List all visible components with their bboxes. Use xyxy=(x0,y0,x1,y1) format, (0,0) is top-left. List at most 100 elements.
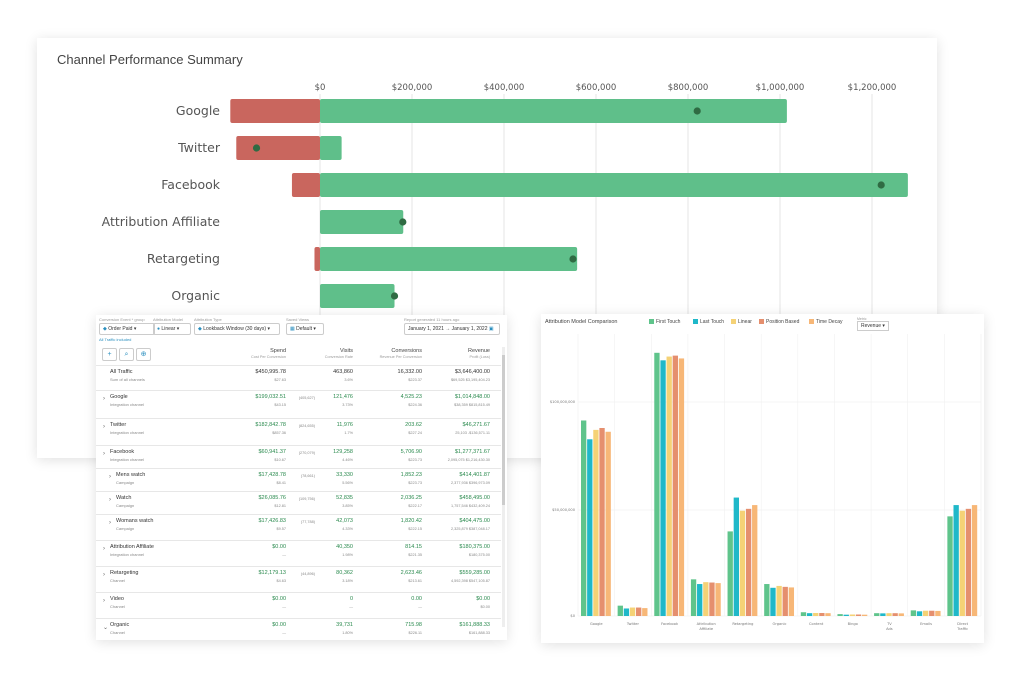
conversions-cell: 0.00 xyxy=(411,596,422,602)
category-label: Organic xyxy=(171,288,220,303)
legend-swatch xyxy=(809,319,814,324)
search-icon[interactable]: ⌕ xyxy=(119,348,134,361)
visits-cell: 33,330 xyxy=(336,472,353,478)
expand-chevron-icon[interactable]: › xyxy=(103,424,105,430)
conversion-rate: 3.6% xyxy=(344,378,353,382)
table-row[interactable]: › Watch Campaign $26,085.76 $12.81 (109,756) 5… xyxy=(96,491,501,515)
category-label: Attribution Affiliate xyxy=(102,214,221,229)
row-name: Video xyxy=(110,596,124,602)
visits-delta: (44,896) xyxy=(300,572,315,576)
revenue-per-conversion: $222.15 xyxy=(408,527,422,531)
attribution-bar xyxy=(843,614,849,616)
conversions-cell: 1,852.23 xyxy=(400,472,422,478)
attribution-title: Attribution Model Comparison xyxy=(545,319,618,325)
revenue-cell: $559,285.00 xyxy=(459,570,490,576)
add-icon[interactable]: + xyxy=(102,348,117,361)
negative-bar xyxy=(291,173,320,197)
table-row[interactable]: › Mens watch Campaign $17,428.78 $8.41 (78,66… xyxy=(96,468,501,492)
table-row[interactable]: › Twitter Integration channel $182,842.78 $8… xyxy=(96,418,501,442)
table-row[interactable]: All Traffic Sum of all channels $450,995.7… xyxy=(96,365,501,389)
attribution-type-control[interactable]: Attribution Type ◆ Lookback Window (30 d… xyxy=(194,317,280,335)
visits-cell: 129,258 xyxy=(333,449,353,455)
value-marker xyxy=(390,292,399,300)
expand-icon[interactable]: ⊕ xyxy=(136,348,151,361)
conversions-cell: 5,706.90 xyxy=(400,449,422,455)
revenue-per-conversion: $213.61 xyxy=(408,579,422,583)
col-visits[interactable]: Visits Conversion Rate xyxy=(324,348,353,359)
row-type: Integration channel xyxy=(110,552,145,557)
legend-item[interactable]: Time Decay xyxy=(809,319,843,325)
attribution-bar xyxy=(788,587,795,616)
table-row[interactable]: › Retargeting Channel $12,179.13 $4.63 (44,89… xyxy=(96,566,501,590)
table-row[interactable]: › Video Channel $0.00 — 0 — 0.00 — $0.00 $0.00 xyxy=(96,592,501,616)
table-row[interactable]: ⌄ Organic Channel $0.00 — 39,731 1.80% 715.98 $2… xyxy=(96,618,501,642)
x-category-label: Facebook xyxy=(661,622,679,626)
expand-chevron-icon[interactable]: › xyxy=(103,396,105,402)
legend-item[interactable]: Position Based xyxy=(759,319,799,325)
attribution-bar xyxy=(959,510,965,616)
x-category-label: Attribution xyxy=(697,622,716,626)
attribution-bar xyxy=(855,614,862,616)
revenue-per-conversion: $223.73 xyxy=(408,481,422,485)
attribution-bar xyxy=(953,505,959,616)
expand-chevron-icon[interactable]: › xyxy=(109,497,111,503)
visits-delta: (78,661) xyxy=(300,474,315,478)
legend-item[interactable]: First Touch xyxy=(649,319,680,325)
spend-cell: $0.00 xyxy=(272,596,286,602)
row-name: Facebook xyxy=(110,449,135,455)
attribution-bar xyxy=(690,579,697,616)
legend-item[interactable]: Linear xyxy=(731,319,752,325)
attribution-bar xyxy=(642,608,648,616)
row-type: Integration channel xyxy=(110,430,145,435)
cost-per-conversion: $27.63 xyxy=(274,378,286,382)
attribution-bar xyxy=(654,352,660,616)
profit-loss: $161,888.33 xyxy=(468,631,490,635)
row-name: Watch xyxy=(116,495,132,501)
positive-bar xyxy=(320,173,908,197)
spend-cell: $26,085.76 xyxy=(258,495,286,501)
profit-loss: $0.00 xyxy=(480,605,490,609)
attribution-model-control[interactable]: Attribution Model ● Linear ▾ xyxy=(153,317,191,335)
conversion-rate: 3.85% xyxy=(342,504,353,508)
category-label: Google xyxy=(176,103,220,118)
legend-item[interactable]: Last Touch xyxy=(693,319,724,325)
date-range-control[interactable]: Report generated 11 hours ago January 1,… xyxy=(404,317,500,335)
expand-chevron-icon[interactable]: › xyxy=(103,598,105,604)
attribution-bar xyxy=(825,613,831,616)
row-type: Channel xyxy=(110,604,125,609)
saved-views-control[interactable]: Saved Views ▦ Default ▾ xyxy=(286,317,324,335)
expand-chevron-icon[interactable]: › xyxy=(103,546,105,552)
cost-per-conversion: — xyxy=(282,631,286,635)
col-revenue[interactable]: Revenue Profit (Loss) xyxy=(467,348,490,359)
metric-select[interactable]: Metric Revenue ▾ xyxy=(857,317,889,331)
conversion-event-control[interactable]: Conversion Event * group ◆ Order Paid ▾ xyxy=(99,317,155,335)
expand-chevron-icon[interactable]: › xyxy=(103,572,105,578)
visits-cell: 42,073 xyxy=(336,518,353,524)
col-conversions[interactable]: Conversions Revenue Per Conversion xyxy=(379,348,422,359)
expand-chevron-icon[interactable]: › xyxy=(109,520,111,526)
table-row[interactable]: › Womans watch Campaign $17,426.83 $9.57 (77,… xyxy=(96,514,501,538)
row-name: Organic xyxy=(110,622,130,628)
category-label: Twitter xyxy=(177,140,221,155)
table-row[interactable]: › Facebook Integration channel $60,941.37 $1… xyxy=(96,445,501,469)
spend-cell: $199,032.51 xyxy=(255,394,286,400)
attribution-bar xyxy=(739,510,746,616)
profit-loss: 4,592,398 $547,105.87 xyxy=(450,579,490,583)
y-tick-label: $100,000,000 xyxy=(550,400,576,404)
table-row[interactable]: › Attribution Affiliate Integration channe… xyxy=(96,540,501,564)
table-row[interactable]: › Google Integration channel $199,032.51 $43… xyxy=(96,390,501,414)
expand-chevron-icon[interactable]: › xyxy=(109,474,111,480)
expand-chevron-icon[interactable]: ⌄ xyxy=(103,625,109,631)
revenue-per-conversion: $224.36 xyxy=(408,403,422,407)
visits-delta: (270,079) xyxy=(298,451,315,455)
attribution-bar xyxy=(916,611,923,616)
expand-chevron-icon[interactable]: › xyxy=(103,451,105,457)
table-scroll-thumb[interactable] xyxy=(502,355,505,505)
revenue-per-conversion: — xyxy=(418,605,422,609)
col-spend[interactable]: Spend Cost Per Conversion xyxy=(250,348,286,359)
legend-swatch xyxy=(693,319,698,324)
attribution-chart: $100,000,000 $50,000,000 $0 Google Twitter Fa… xyxy=(550,334,982,631)
value-marker xyxy=(569,255,577,263)
profit-loss: $38,359 $815,815.49 xyxy=(454,403,490,407)
cost-per-conversion: $43.15 xyxy=(274,403,286,407)
